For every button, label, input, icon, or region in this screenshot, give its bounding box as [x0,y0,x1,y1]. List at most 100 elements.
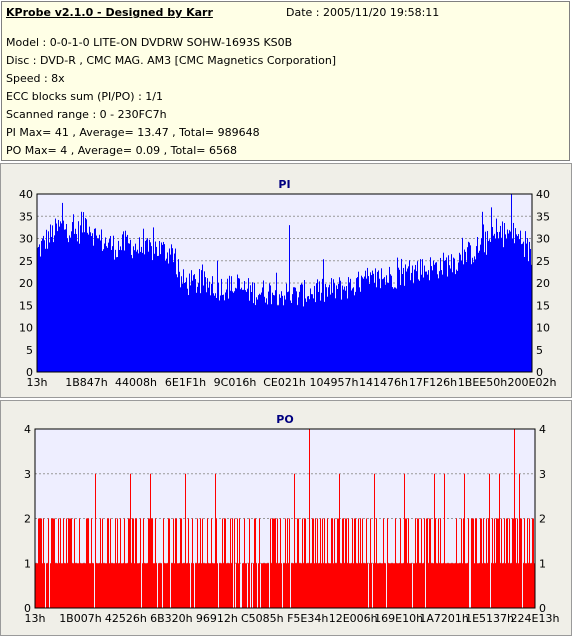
pi-bar [439,271,440,372]
pi-bar [170,254,171,372]
po-bar [457,563,458,608]
po-bar [159,563,160,608]
po-bar [228,563,229,608]
pi-bar [253,303,254,372]
y-tick-label-left: 10 [19,322,33,335]
po-bar [130,473,131,608]
x-tick-label: 13h [27,376,48,389]
po-bar [496,518,497,608]
pi-bar [82,232,83,372]
po-bar [181,518,182,608]
po-bar [357,563,358,608]
pi-bar [332,292,333,372]
y-tick-label-left: 20 [19,277,33,290]
pi-bar [298,297,299,372]
pi-bar [323,259,324,372]
pi-bar [95,228,96,372]
po-bar [318,563,319,608]
pi-bar [240,289,241,372]
po-bar [472,518,473,608]
pi-bar [350,278,351,372]
po-bar [76,563,77,608]
pi-bar [360,291,361,372]
pi-bar [388,282,389,372]
po-bar [155,518,156,608]
po-bar [407,563,408,608]
pi-bar [212,276,213,372]
pi-bar [485,231,486,372]
pi-bar [514,243,515,372]
po-bar [311,563,312,608]
info-scanned-range: Scanned range : 0 - 230FC7h [6,108,167,121]
pi-bar [276,272,277,372]
po-bar [231,563,232,608]
po-bar [488,518,489,608]
po-bar [173,518,174,608]
y-tick-label-left: 5 [26,344,33,357]
x-tick-label: 17F126h [409,376,457,389]
po-bar [448,563,449,608]
pi-bar [404,285,405,372]
pi-bar [417,261,418,372]
pi-bar [526,243,527,372]
y-tick-label-left: 0 [26,366,33,379]
pi-bar [114,259,115,372]
pi-bar [416,271,417,372]
po-bar [75,563,76,608]
po-bar [245,563,246,608]
pi-bar [130,239,131,372]
po-bar [101,563,102,608]
pi-bar [60,221,61,372]
y-tick-label-right: 0 [536,366,543,379]
po-bar [117,518,118,608]
pi-bar [452,272,453,372]
po-bar [281,563,282,608]
pi-bar [487,230,488,372]
po-bar [286,563,287,608]
pi-bar [199,269,200,372]
pi-bar [336,285,337,372]
po-bar [459,563,460,608]
pi-bar [178,259,179,372]
po-bar [504,518,505,608]
po-bar [431,563,432,608]
pi-bar [501,237,502,372]
pi-bar [423,277,424,372]
po-bar [512,518,513,608]
pi-bar [428,270,429,372]
po-bar [211,518,212,608]
po-bar [213,563,214,608]
pi-bar [356,278,357,372]
pi-bar [435,262,436,372]
pi-bar [122,234,123,372]
po-bar [217,563,218,608]
po-bar [154,563,155,608]
po-bar [263,563,264,608]
po-bar [72,563,73,608]
po-bar [219,563,220,608]
pi-bar [348,277,349,372]
po-bar [153,563,154,608]
po-bar [46,563,47,608]
pi-bar [142,252,143,372]
pi-bar [408,266,409,372]
po-bar [77,563,78,608]
po-bar [266,563,267,608]
pi-bar [320,300,321,372]
po-bar [137,563,138,608]
pi-bar [277,305,278,372]
po-bar [437,563,438,608]
pi-bar [51,236,52,372]
pi-bar [529,241,530,372]
po-bar [327,518,328,608]
po-bar [423,563,424,608]
po-bar [195,563,196,608]
po-bar [256,563,257,608]
pi-bar [494,233,495,372]
po-bar [404,473,405,608]
pi-bar [234,291,235,372]
po-bar [346,518,347,608]
pi-bar [512,238,513,372]
pi-bar [357,277,358,372]
pi-bar [86,219,87,372]
